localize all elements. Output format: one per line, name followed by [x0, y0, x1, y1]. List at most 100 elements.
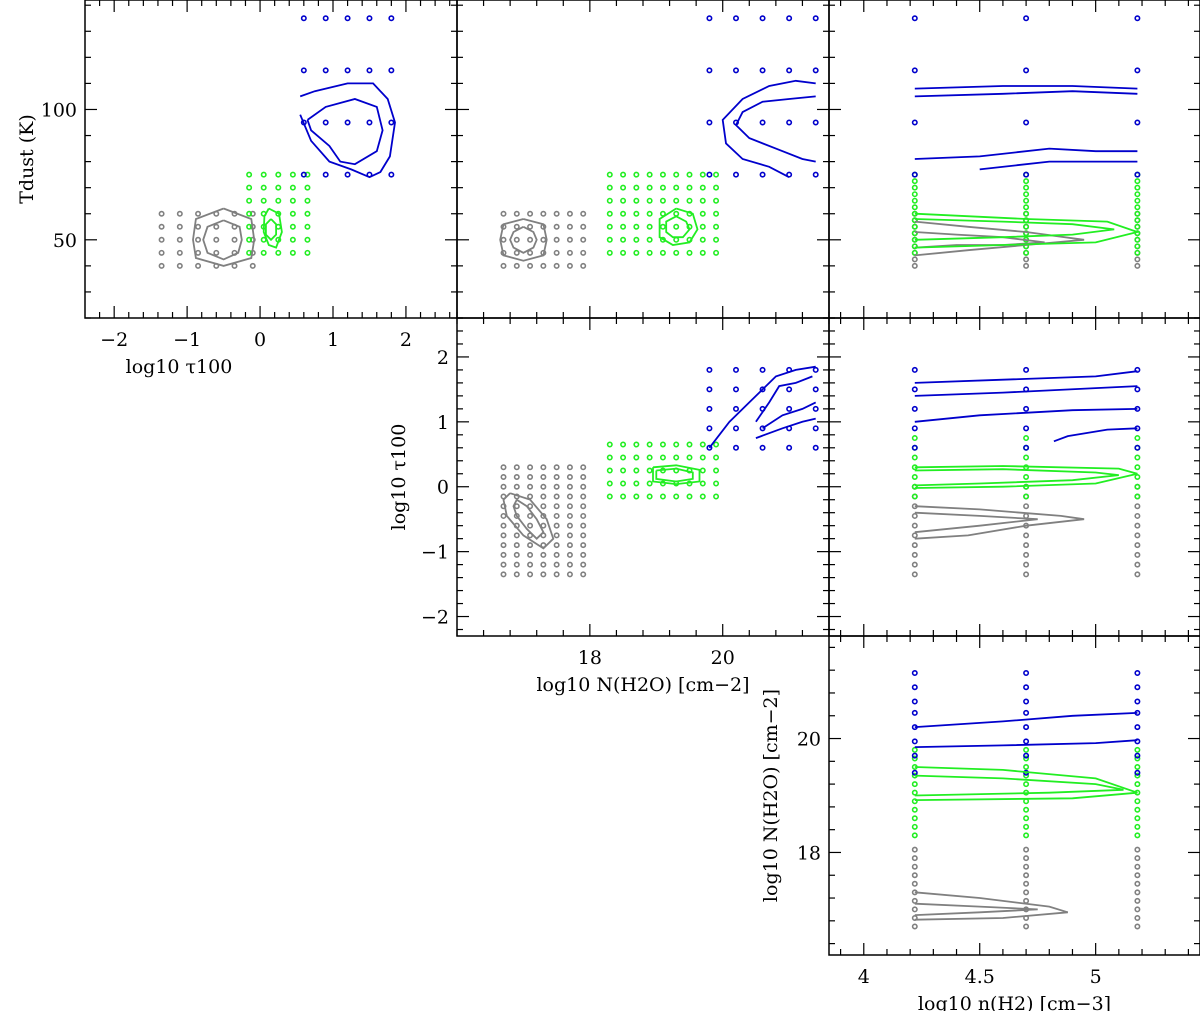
grid-point-gray	[158, 236, 165, 243]
contour-gray	[914, 891, 1069, 921]
grid-point-blue	[911, 425, 918, 432]
grid-point-gray	[500, 561, 507, 568]
grid-point-green	[260, 197, 267, 204]
grid-point-gray	[1023, 880, 1030, 887]
grid-point-green	[289, 236, 296, 243]
grid-point-green	[275, 249, 282, 256]
grid-point-blue	[706, 405, 713, 412]
grid-point-green	[1134, 806, 1141, 813]
contour-blue	[755, 417, 816, 439]
grid-point-green	[633, 197, 640, 204]
grid-point-green	[1134, 243, 1141, 250]
grid-point-gray	[580, 542, 587, 549]
grid-point-gray	[566, 223, 573, 230]
grid-point-blue	[759, 119, 766, 126]
grid-point-green	[1023, 191, 1030, 198]
grid-point-green	[911, 755, 918, 762]
grid-point-green	[686, 171, 693, 178]
contour-green	[652, 464, 701, 486]
grid-point-gray	[580, 249, 587, 256]
grid-point-green	[620, 480, 627, 487]
grid-point-green	[275, 197, 282, 204]
contour-gray	[502, 492, 555, 550]
grid-point-blue	[1134, 15, 1141, 22]
grid-point-blue	[706, 15, 713, 22]
grid-point-blue	[812, 405, 819, 412]
grid-point-green	[911, 798, 918, 805]
grid-point-blue	[812, 119, 819, 126]
y-tick-label: −2	[421, 607, 449, 629]
grid-point-green	[620, 249, 627, 256]
grid-point-blue	[344, 171, 351, 178]
grid-point-gray	[513, 236, 520, 243]
grid-point-blue	[1023, 752, 1030, 759]
grid-point-green	[1023, 204, 1030, 211]
grid-point-blue	[732, 15, 739, 22]
y-axis-label: log10 N(H2O) [cm−2]	[760, 689, 782, 902]
grid-point-blue	[911, 171, 918, 178]
grid-point-gray	[566, 551, 573, 558]
grid-point-green	[1023, 249, 1030, 256]
grid-point-gray	[231, 262, 238, 269]
grid-point-blue	[759, 386, 766, 393]
grid-point-green	[1134, 236, 1141, 243]
grid-point-gray	[1134, 880, 1141, 887]
grid-point-green	[686, 249, 693, 256]
grid-point-gray	[513, 561, 520, 568]
grid-point-green	[620, 184, 627, 191]
grid-point-gray	[1134, 503, 1141, 510]
grid-point-blue	[388, 119, 395, 126]
panel-p02	[828, 0, 1200, 319]
grid-point-blue	[388, 15, 395, 22]
grid-point-gray	[527, 571, 534, 578]
grid-point-gray	[1023, 503, 1030, 510]
contour-green	[914, 774, 1124, 797]
grid-point-green	[289, 184, 296, 191]
grid-point-gray	[540, 512, 547, 519]
grid-point-blue	[1023, 366, 1030, 373]
contour-gray	[509, 226, 538, 254]
grid-point-green	[713, 236, 720, 243]
x-tick-label: 2	[400, 329, 412, 351]
y-tick-label: 2	[437, 347, 449, 369]
grid-point-blue	[732, 444, 739, 451]
grid-point-blue	[812, 386, 819, 393]
grid-point-gray	[540, 522, 547, 529]
grid-point-green	[699, 197, 706, 204]
grid-point-green	[289, 223, 296, 230]
grid-point-green	[606, 236, 613, 243]
grid-point-green	[1134, 204, 1141, 211]
grid-point-green	[686, 184, 693, 191]
contour-green	[914, 465, 1138, 489]
grid-point-green	[1134, 473, 1141, 480]
y-tick-label: 0	[437, 477, 449, 499]
grid-point-green	[1134, 483, 1141, 490]
grid-point-green	[289, 197, 296, 204]
grid-point-green	[646, 249, 653, 256]
grid-point-green	[1023, 746, 1030, 753]
grid-point-blue	[911, 752, 918, 759]
grid-point-gray	[553, 223, 560, 230]
grid-point-green	[646, 223, 653, 230]
grid-point-green	[289, 249, 296, 256]
x-tick-label: −2	[100, 329, 128, 351]
contour-blue	[914, 408, 1138, 423]
grid-point-blue	[706, 444, 713, 451]
grid-point-blue	[706, 425, 713, 432]
x-axis-label: log10 n(H2) [cm−3]	[918, 993, 1111, 1011]
grid-point-blue	[759, 15, 766, 22]
x-axis-label: log10 N(H2O) [cm−2]	[536, 674, 749, 696]
grid-point-gray	[158, 249, 165, 256]
y-tick-label: 1	[437, 412, 449, 434]
x-tick-label: 4.5	[965, 966, 995, 988]
grid-point-blue	[812, 15, 819, 22]
grid-green	[246, 171, 311, 256]
grid-point-gray	[540, 473, 547, 480]
grid-point-gray	[566, 236, 573, 243]
grid-point-green	[1023, 223, 1030, 230]
grid-point-green	[659, 493, 666, 500]
grid-point-green	[304, 197, 311, 204]
grid-point-green	[659, 197, 666, 204]
grid-point-green	[304, 249, 311, 256]
